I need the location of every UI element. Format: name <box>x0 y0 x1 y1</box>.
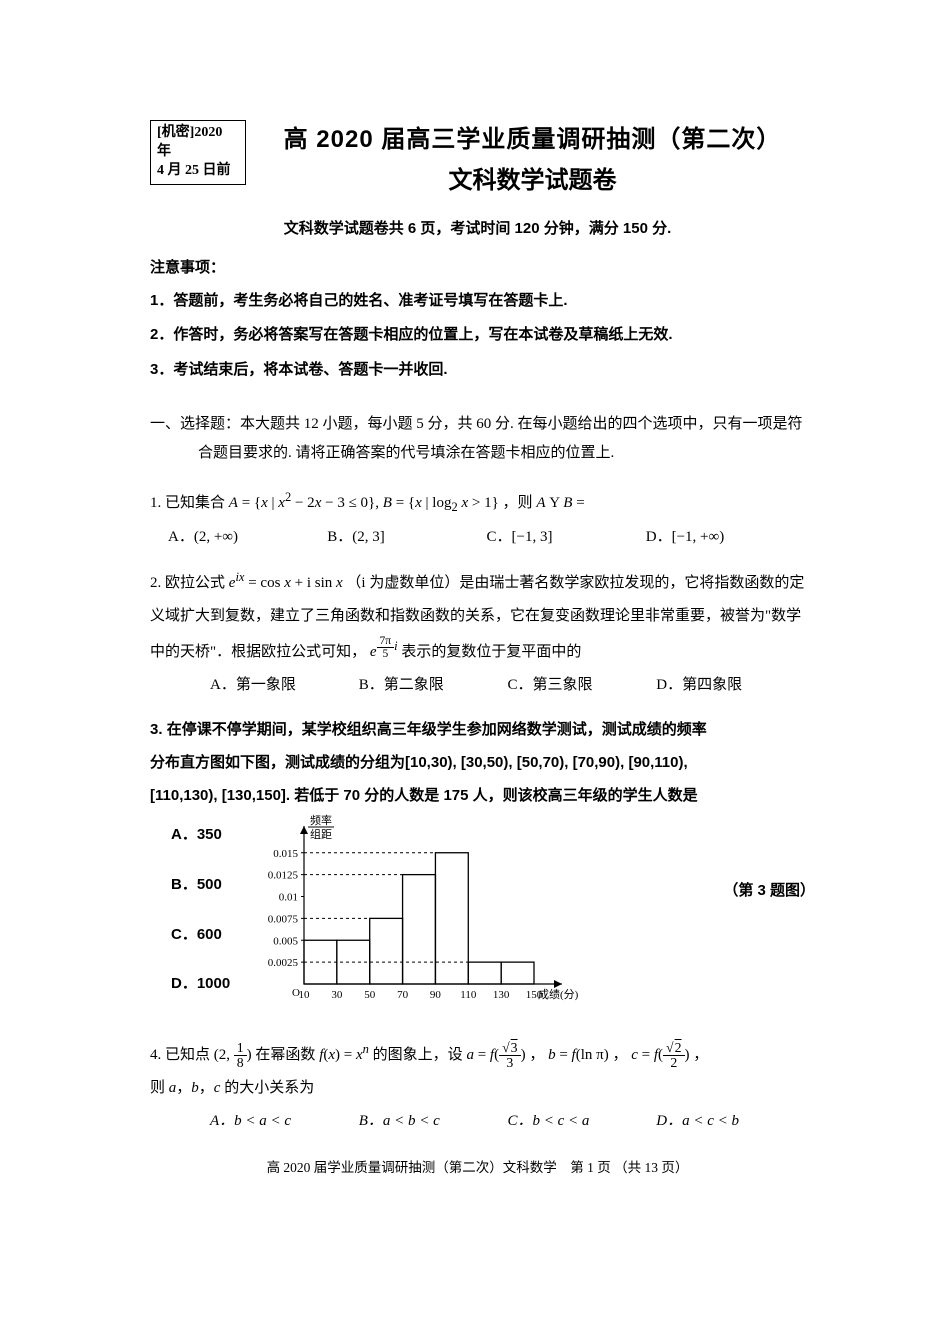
title-main: 高 2020 届高三学业质量调研抽测（第二次） <box>260 120 805 161</box>
q3-optA: A．350 <box>171 818 230 852</box>
q4-optA: A．b < a < c <box>210 1105 359 1139</box>
q1-optB: B．(2, 3] <box>327 521 486 555</box>
q3-options: A．350 B．500 C．600 D．1000 <box>150 818 230 1026</box>
header-row: [机密]2020 年 4 月 25 日前 高 2020 届高三学业质量调研抽测（… <box>150 120 805 202</box>
q4-optD: D．a < c < b <box>656 1105 805 1139</box>
q4-prefix: 已知点 <box>165 1047 214 1063</box>
notice-3: 3．考试结束后，将本试卷、答题卡一并收回. <box>150 356 805 385</box>
svg-text:110: 110 <box>460 989 477 1001</box>
q2-tail: 表示的复数位于复平面中的 <box>401 644 581 660</box>
q1-optD: D．[−1, +∞) <box>646 521 805 555</box>
secret-stamp: [机密]2020 年 4 月 25 日前 <box>150 120 246 185</box>
q2-label: 2. <box>150 575 161 591</box>
q4-optC: C．b < c < a <box>508 1105 657 1139</box>
q3-caption: （第 3 题图） <box>723 874 815 908</box>
svg-text:成绩(分): 成绩(分) <box>538 988 579 1001</box>
svg-text:组距: 组距 <box>310 827 332 841</box>
svg-text:90: 90 <box>430 989 442 1001</box>
q2-optA: A．第一象限 <box>210 669 359 703</box>
q2-optC: C．第三象限 <box>508 669 657 703</box>
svg-text:50: 50 <box>364 989 376 1001</box>
q3-histogram: 频率组距成绩(分)O0.00250.0050.00750.010.01250.0… <box>248 812 588 1012</box>
q3-optD: D．1000 <box>171 967 230 1001</box>
svg-text:0.0125: 0.0125 <box>268 870 299 882</box>
svg-text:0.01: 0.01 <box>279 892 298 904</box>
svg-text:0.0025: 0.0025 <box>268 957 299 969</box>
svg-text:10: 10 <box>299 989 311 1001</box>
question-4: 4. 已知点 (2, 18) 在幂函数 f(x) = xn 的图象上，设 a =… <box>150 1036 805 1139</box>
q2-optD: D．第四象限 <box>656 669 805 703</box>
svg-text:70: 70 <box>397 989 409 1001</box>
exam-info: 文科数学试题卷共 6 页，考试时间 120 分钟，满分 150 分. <box>150 216 805 242</box>
svg-text:30: 30 <box>332 989 344 1001</box>
svg-text:130: 130 <box>493 989 510 1001</box>
svg-text:0.005: 0.005 <box>273 935 298 947</box>
q3-text: 3. 在停课不停学期间，某学校组织高三年级学生参加网络数学测试，测试成绩的频率 … <box>150 713 805 812</box>
title-block: 高 2020 届高三学业质量调研抽测（第二次） 文科数学试题卷 <box>260 120 805 202</box>
notice-2: 2．作答时，务必将答案写在答题卡相应的位置上，写在本试卷及草稿纸上无效. <box>150 321 805 350</box>
svg-text:0.0075: 0.0075 <box>268 914 299 926</box>
q1-set-A: A <box>229 495 238 511</box>
svg-text:频率: 频率 <box>310 813 332 827</box>
q1-label: 1. <box>150 495 161 511</box>
secret-line2: 4 月 25 日前 <box>157 162 239 181</box>
section-1-instruction: 一、选择题：本大题共 12 小题，每小题 5 分，共 60 分. 在每小题给出的… <box>150 410 805 469</box>
svg-text:150: 150 <box>526 989 543 1001</box>
q3-optC: C．600 <box>171 918 230 952</box>
page-footer: 高 2020 届学业质量调研抽测（第二次）文科数学 第 1 页 （共 13 页） <box>150 1157 805 1180</box>
q4-line2: 则 a，b，c 的大小关系为 <box>150 1080 314 1096</box>
secret-line1: [机密]2020 年 <box>157 124 239 162</box>
notice-1: 1．答题前，考生务必将自己的姓名、准考证号填写在答题卡上. <box>150 287 805 316</box>
q2-options: A．第一象限 B．第二象限 C．第三象限 D．第四象限 <box>150 669 805 703</box>
question-2: 2. 欧拉公式 eix = cos x + i sin x （i 为虚数单位）是… <box>150 564 805 703</box>
q1-optC: C．[−1, 3] <box>487 521 646 555</box>
title-sub: 文科数学试题卷 <box>260 161 805 202</box>
q4-label: 4. <box>150 1047 161 1063</box>
q1-body-prefix: 已知集合 <box>165 495 229 511</box>
q4-optB: B．a < b < c <box>359 1105 508 1139</box>
q1-options: A．(2, +∞) B．(2, 3] C．[−1, 3] D．[−1, +∞) <box>150 521 805 555</box>
q3-chart-wrap: 频率组距成绩(分)O0.00250.0050.00750.010.01250.0… <box>248 812 805 1026</box>
svg-text:0.015: 0.015 <box>273 848 298 860</box>
question-3: 3. 在停课不停学期间，某学校组织高三年级学生参加网络数学测试，测试成绩的频率 … <box>150 713 805 1026</box>
q1-body-mid: ，则 <box>503 495 537 511</box>
question-1: 1. 已知集合 A = {x | x2 − 2x − 3 ≤ 0}, B = {… <box>150 483 805 555</box>
q3-optB: B．500 <box>171 868 230 902</box>
notice-heading: 注意事项： <box>150 255 805 281</box>
q2-optB: B．第二象限 <box>359 669 508 703</box>
q4-options: A．b < a < c B．a < b < c C．b < c < a D．a … <box>150 1105 805 1139</box>
q1-optA: A．(2, +∞) <box>168 521 327 555</box>
